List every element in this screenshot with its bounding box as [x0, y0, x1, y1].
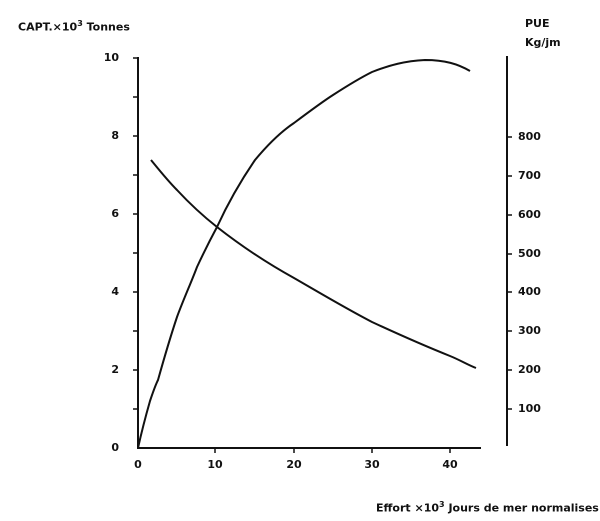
- x-tick-label: 0: [134, 458, 142, 471]
- pue-curve: [150, 159, 477, 369]
- y-right-tick-label: 500: [518, 247, 541, 260]
- y-left-tick-label: 0: [111, 441, 119, 454]
- y-left-tick-label: 10: [103, 51, 119, 64]
- y-right-tick-label: 100: [518, 402, 541, 415]
- y-left-tick-label: 6: [111, 207, 119, 220]
- x-tick-label: 20: [286, 458, 302, 471]
- y-right-tick-label: 200: [518, 363, 541, 376]
- y-right-tick-label: 600: [518, 208, 541, 221]
- y-right-tick-label: 700: [518, 169, 541, 182]
- catch-curve: [137, 58, 471, 449]
- y-right-axis-title-line2: Kg/jm: [525, 36, 561, 49]
- y-left-tick-label: 8: [111, 129, 119, 142]
- y-right-axis-title-line1: PUE: [525, 17, 550, 30]
- y-right-ticks: [507, 136, 512, 410]
- x-tick-label: 40: [442, 458, 458, 471]
- x-ticks: [214, 448, 451, 453]
- x-tick-label: 30: [364, 458, 380, 471]
- y-right-tick-label: 400: [518, 285, 541, 298]
- y-left-axis-title: CAPT.×103 Tonnes: [18, 19, 130, 34]
- y-left-ticks: [133, 57, 138, 410]
- x-axis-title: Effort ×103 Jours de mer normalises: [376, 500, 599, 515]
- y-left-tick-label: 2: [111, 363, 119, 376]
- y-right-tick-label: 800: [518, 130, 541, 143]
- y-left-tick-label: 4: [111, 285, 119, 298]
- y-right-tick-label: 300: [518, 324, 541, 337]
- x-tick-label: 10: [207, 458, 223, 471]
